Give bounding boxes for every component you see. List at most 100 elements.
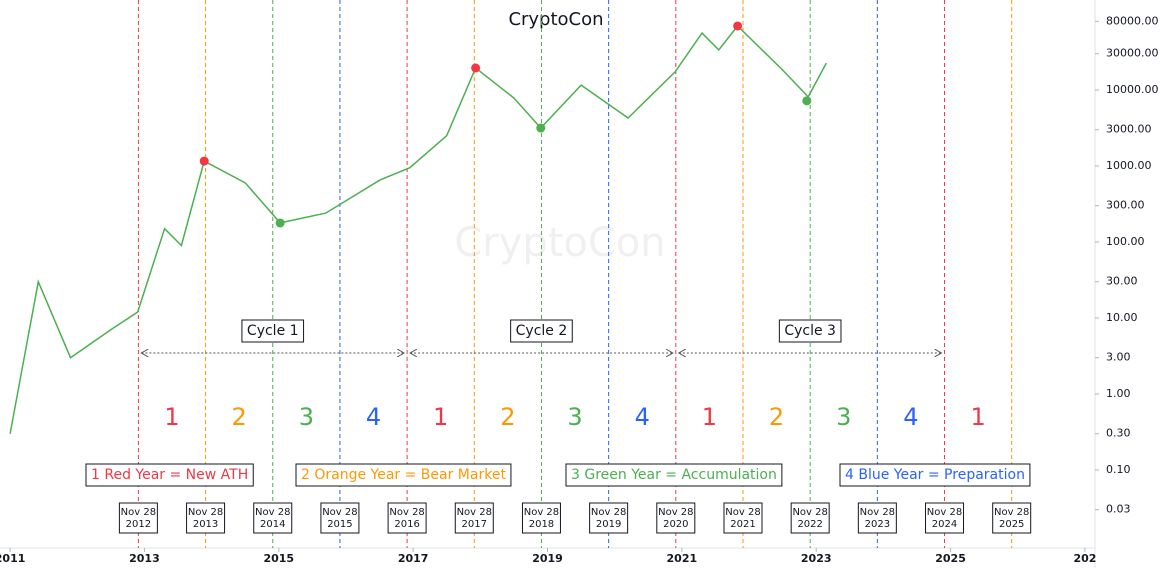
price-line	[9, 24, 827, 434]
date-label: 2022	[797, 519, 822, 530]
x-tick-label: 2019	[532, 552, 563, 565]
date-label: 2023	[865, 519, 890, 530]
date-box	[387, 502, 427, 534]
legend-label: 4 Blue Year = Preparation	[845, 467, 1025, 483]
low-point	[536, 123, 546, 133]
date-label: 2025	[999, 519, 1024, 530]
date-label: Nov 28	[188, 507, 223, 518]
legend-box	[295, 463, 512, 487]
phase-number: 1	[164, 403, 179, 431]
x-tick-label: 202	[1073, 552, 1096, 565]
cycle-box	[510, 319, 573, 343]
watermark: CryptoCon	[454, 220, 665, 266]
x-tick-label: 2021	[667, 552, 698, 565]
y-tick-label: 1.00	[1106, 387, 1131, 400]
phase-number: 4	[635, 403, 650, 431]
date-box	[186, 502, 226, 534]
low-point	[275, 218, 285, 228]
date-box	[723, 502, 763, 534]
cycle-label: Cycle 1	[247, 323, 299, 339]
x-tick-label: 2013	[129, 552, 160, 565]
phase-number: 3	[836, 403, 851, 431]
date-label: Nov 28	[591, 507, 626, 518]
date-label: 2015	[327, 519, 352, 530]
date-label: 2019	[596, 519, 621, 530]
cycle-label: Cycle 3	[784, 323, 836, 339]
date-label: Nov 28	[389, 507, 424, 518]
date-label: 2016	[394, 519, 419, 530]
x-tick-label: 2025	[935, 552, 966, 565]
date-label: Nov 28	[322, 507, 357, 518]
phase-number: 3	[567, 403, 582, 431]
date-label: Nov 28	[255, 507, 290, 518]
y-tick-label: 1000.00	[1106, 159, 1152, 172]
date-box	[656, 502, 696, 534]
date-label: Nov 28	[457, 507, 492, 518]
y-tick-label: 10000.00	[1106, 83, 1159, 96]
legend-label: 3 Green Year = Accumulation	[571, 467, 777, 483]
date-box	[521, 502, 561, 534]
legend-box	[565, 463, 783, 487]
date-label: Nov 28	[994, 507, 1029, 518]
date-label: 2018	[529, 519, 554, 530]
y-tick-label: 0.03	[1106, 503, 1131, 516]
legend-box	[839, 463, 1031, 487]
phase-number: 1	[970, 403, 985, 431]
chart-title: CryptoCon	[508, 9, 603, 30]
phase-number: 4	[366, 403, 381, 431]
date-label: 2020	[663, 519, 688, 530]
date-box	[253, 502, 293, 534]
phase-number: 1	[433, 403, 448, 431]
cycle-box	[778, 319, 842, 343]
ath-point	[733, 21, 743, 31]
date-label: 2024	[932, 519, 957, 530]
date-box	[992, 502, 1032, 534]
date-label: Nov 28	[725, 507, 760, 518]
cycle-box	[241, 319, 305, 343]
date-label: Nov 28	[792, 507, 827, 518]
date-box	[454, 502, 494, 534]
date-label: 2021	[730, 519, 755, 530]
y-tick-label: 30000.00	[1106, 47, 1159, 60]
date-box	[589, 502, 629, 534]
y-tick-label: 0.10	[1106, 463, 1131, 476]
phase-number: 4	[903, 403, 918, 431]
y-tick-label: 100.00	[1106, 235, 1145, 248]
y-tick-label: 80000.00	[1106, 14, 1159, 27]
date-label: Nov 28	[927, 507, 962, 518]
date-label: Nov 28	[121, 507, 156, 518]
date-label: 2014	[260, 519, 285, 530]
phase-number: 2	[232, 403, 247, 431]
y-tick-label: 10.00	[1106, 311, 1138, 324]
date-box	[790, 502, 830, 534]
date-label: Nov 28	[524, 507, 559, 518]
x-tick-label: 2023	[801, 552, 832, 565]
phase-number: 2	[500, 403, 515, 431]
date-label: 2013	[193, 519, 218, 530]
date-label: Nov 28	[860, 507, 895, 518]
y-tick-label: 0.30	[1106, 427, 1131, 440]
phase-number: 3	[299, 403, 314, 431]
legend-label: 2 Orange Year = Bear Market	[301, 467, 506, 483]
date-box	[925, 502, 965, 534]
date-label: Nov 28	[658, 507, 693, 518]
date-label: 2017	[462, 519, 487, 530]
date-box	[118, 502, 158, 534]
y-tick-label: 300.00	[1106, 199, 1145, 212]
y-tick-label: 3.00	[1106, 351, 1131, 364]
ath-point	[199, 156, 209, 166]
date-label: 2012	[126, 519, 151, 530]
x-tick-label: 2017	[398, 552, 429, 565]
y-tick-label: 3000.00	[1106, 123, 1152, 136]
date-box	[320, 502, 360, 534]
x-tick-label: 2011	[0, 552, 25, 565]
legend-label: 1 Red Year = New ATH	[91, 467, 248, 483]
phase-number: 1	[702, 403, 717, 431]
legend-box	[85, 463, 254, 487]
x-tick-label: 2015	[263, 552, 294, 565]
y-tick-label: 30.00	[1106, 275, 1138, 288]
cycle-label: Cycle 2	[516, 323, 568, 339]
phase-number: 2	[769, 403, 784, 431]
ath-point	[471, 63, 481, 73]
